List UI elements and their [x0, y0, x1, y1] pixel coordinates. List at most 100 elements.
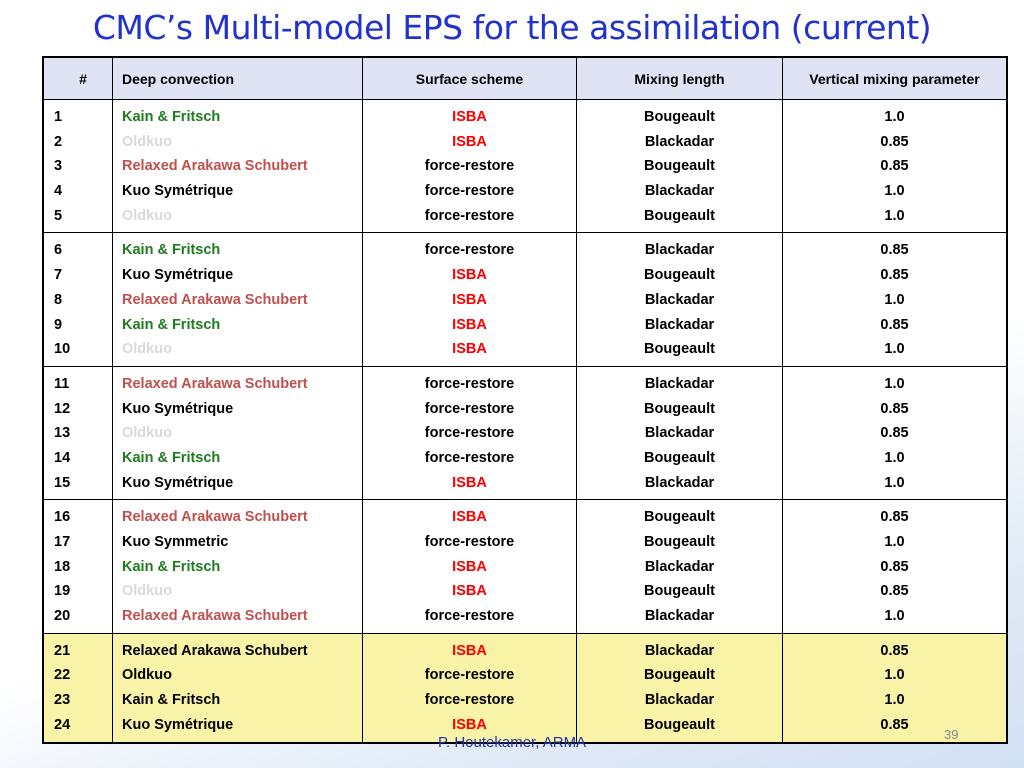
row-group: 21 22 23 24 Relaxed Arakawa Schubert Oldkuo Ka… — [42, 632, 1008, 744]
cell: force-restore ISBA ISBA ISBA ISBA — [362, 232, 577, 367]
column-header: Mixing length — [576, 56, 783, 100]
column-header: Deep convection — [112, 56, 363, 100]
cell-line: ISBA — [452, 316, 487, 333]
cell-line: Oldkuo — [122, 667, 172, 684]
cell-line: 1.0 — [884, 375, 905, 392]
cell-line: 0.85 — [880, 316, 909, 333]
cell-line: 8 — [54, 291, 63, 308]
cell-line: ISBA — [452, 109, 487, 125]
cell: Bougeault Bougeault Blackadar Bougeault Blac… — [576, 499, 783, 634]
cell-line: Bougeault — [644, 716, 715, 733]
cell-line: force-restore — [424, 425, 515, 442]
cell-line: 1.0 — [884, 474, 905, 491]
cell-line: Blackadar — [644, 375, 715, 392]
cell: Relaxed Arakawa Schubert Kuo Symmetric Kai… — [112, 499, 363, 634]
cell-line: Blackadar — [644, 692, 715, 709]
cell-line: 1.0 — [884, 109, 905, 125]
cell-line: ISBA — [452, 509, 487, 526]
cell-line: ISBA — [452, 133, 487, 150]
cell-line: 9 — [54, 316, 63, 333]
cell-line: Relaxed Arakawa Schubert — [122, 509, 308, 526]
cell: 11 12 13 14 15 — [42, 365, 113, 501]
cell-line: Relaxed Arakawa Schubert — [122, 158, 308, 175]
cell-line: 4 — [54, 183, 63, 200]
cell-line: 0.85 — [880, 242, 909, 259]
cell-line: 19 — [54, 583, 71, 600]
cell-line: ISBA — [452, 267, 487, 284]
cell-line: Bougeault — [644, 509, 715, 526]
cell-line: Kain & Fritsch — [122, 692, 221, 709]
cell-line: 5 — [54, 207, 63, 224]
cell-line: Kain & Fritsch — [122, 449, 221, 466]
cell-line: 1.0 — [884, 207, 905, 224]
column-header: # — [42, 56, 113, 100]
cell-line: Bougeault — [644, 400, 715, 417]
cell: 6 7 8 9 10 — [42, 232, 113, 367]
cell-line: ISBA — [452, 341, 487, 358]
cell: Blackadar Bougeault Blackadar Blackadar Boug… — [576, 232, 783, 367]
cell-line: Bougeault — [644, 667, 715, 684]
slide-title: CMC’s Multi-model EPS for the assimilati… — [92, 8, 932, 47]
cell: 0.85 0.85 1.0 0.85 1.0 — [782, 232, 1008, 367]
cell-line: Kuo Symétrique — [122, 400, 234, 417]
cell-line: Kuo Symétrique — [122, 716, 234, 733]
cell-line: 14 — [54, 449, 71, 466]
cell-line: Relaxed Arakawa Schubert — [122, 375, 308, 392]
cell-line: Oldkuo — [122, 425, 172, 442]
cell-line: 0.85 — [880, 158, 909, 175]
cell-line: Blackadar — [644, 133, 715, 150]
cell-line: Kuo Symétrique — [122, 183, 234, 200]
cell: 0.85 1.0 1.0 0.85 — [782, 632, 1008, 744]
cell-line: 10 — [54, 341, 71, 358]
cell-line: 1.0 — [884, 667, 905, 684]
column-header: Surface scheme — [362, 56, 577, 100]
row-group: 1 2 3 4 5 Kain & Fritsch Oldkuo Relaxed Arakawa… — [42, 98, 1008, 234]
cell-line: 1 — [54, 109, 63, 125]
cell: Bougeault Blackadar Bougeault Blackadar Boug… — [576, 98, 783, 234]
cell-line: Blackadar — [644, 316, 715, 333]
cell-line: force-restore — [424, 242, 515, 259]
row-group: 6 7 8 9 10 Kain & Fritsch Kuo Symétrique Relaxe… — [42, 232, 1008, 367]
cell-line: 3 — [54, 158, 63, 175]
cell: ISBA force-restore ISBA ISBA force-restore — [362, 499, 577, 634]
cell-line: Oldkuo — [122, 341, 172, 358]
row-group: 16 17 18 19 20 Relaxed Arakawa Schubert Kuo Sy… — [42, 499, 1008, 634]
cell-line: Blackadar — [644, 558, 715, 575]
cell-line: Kain & Fritsch — [122, 109, 221, 125]
cell: ISBA ISBA force-restore force-restore force-… — [362, 98, 577, 234]
cell-line: Oldkuo — [122, 133, 172, 150]
column-header: Vertical mixing parameter — [782, 56, 1008, 100]
cell-line: 15 — [54, 474, 71, 491]
cell-line: Kain & Fritsch — [122, 316, 221, 333]
cell-line: force-restore — [424, 400, 515, 417]
cell-line: 0.85 — [880, 425, 909, 442]
cell-line: 1.0 — [884, 608, 905, 625]
cell-line: ISBA — [452, 558, 487, 575]
cell-line: force-restore — [424, 667, 515, 684]
cell-line: Kain & Fritsch — [122, 558, 221, 575]
cell-line: force-restore — [424, 207, 515, 224]
cell-line: Oldkuo — [122, 583, 172, 600]
cell-line: 17 — [54, 534, 71, 550]
header-row: # Deep convection Surface scheme Mixing len… — [42, 56, 1008, 100]
cell: Relaxed Arakawa Schubert Kuo Symétrique Ol… — [112, 365, 363, 501]
cell-line: 24 — [54, 716, 71, 733]
cell-line: ISBA — [452, 291, 487, 308]
cell-line: Bougeault — [644, 267, 715, 284]
cell-line: Blackadar — [644, 242, 715, 259]
cell: 1.0 0.85 0.85 1.0 1.0 — [782, 365, 1008, 501]
cell-line: force-restore — [424, 158, 515, 175]
cell: 0.85 1.0 0.85 0.85 1.0 — [782, 499, 1008, 634]
cell: Kain & Fritsch Kuo Symétrique Relaxed Arak… — [112, 232, 363, 367]
cell: Blackadar Bougeault Blackadar Bougeault — [576, 632, 783, 744]
cell-line: 0.85 — [880, 267, 909, 284]
cell-line: 18 — [54, 558, 71, 575]
cell-line: 22 — [54, 667, 71, 684]
cell: 16 17 18 19 20 — [42, 499, 113, 634]
cell-line: Blackadar — [644, 291, 715, 308]
cell-line: force-restore — [424, 692, 515, 709]
cell-line: Bougeault — [644, 109, 715, 125]
footer-author: P. Houtekamer, ARMA — [437, 734, 587, 751]
cell-line: force-restore — [424, 608, 515, 625]
